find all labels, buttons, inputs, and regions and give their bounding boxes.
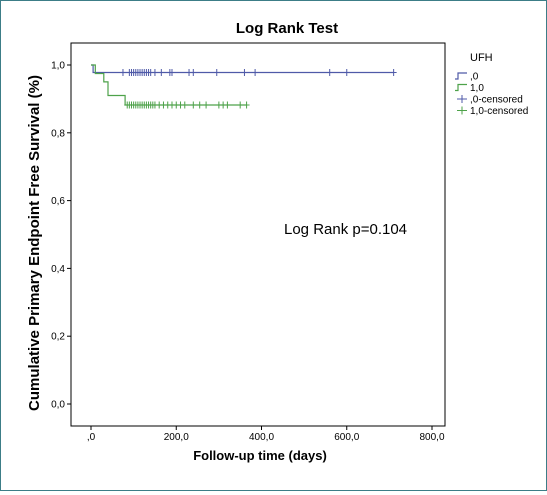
censor-mark — [390, 68, 397, 76]
plot-area — [70, 42, 446, 427]
y-tick-label: 1,0 — [51, 61, 65, 72]
survival-curve-series-1 — [91, 64, 247, 106]
y-tick-label: 0,8 — [51, 128, 65, 139]
y-tick-label: 0,2 — [51, 332, 65, 343]
x-tick-label: 600,0 — [334, 432, 359, 443]
legend-item-label: ,0 — [470, 72, 479, 83]
censor-mark — [237, 101, 244, 109]
censor-mark — [151, 68, 158, 76]
legend-line-swatch — [455, 72, 467, 80]
censor-mark — [119, 68, 126, 76]
y-tick-label: 0,6 — [51, 196, 65, 207]
censor-mark — [252, 68, 259, 76]
x-tick-label: 800,0 — [419, 432, 444, 443]
chart-title: Log Rank Test — [236, 20, 338, 37]
y-tick-label: 0,4 — [51, 264, 65, 275]
censor-mark — [190, 68, 197, 76]
legend-line-swatch — [455, 83, 467, 92]
censor-mark — [203, 101, 210, 109]
censor-mark — [158, 68, 165, 76]
censor-mark — [241, 68, 248, 76]
censor-mark — [196, 101, 203, 109]
x-axis-label: Follow-up time (days) — [193, 448, 327, 463]
legend-censor-swatch — [457, 106, 467, 115]
censor-mark — [168, 68, 175, 76]
x-tick-label: 200,0 — [164, 432, 189, 443]
y-tick-label: 0,0 — [51, 400, 65, 411]
plot-layer — [91, 64, 397, 109]
censor-mark — [224, 101, 231, 109]
legend-censor-swatch — [457, 95, 467, 103]
x-tick-label: ,0 — [87, 432, 96, 443]
legend-item-label: 1,0-censored — [470, 106, 528, 117]
legend-title: UFH — [470, 52, 493, 64]
log-rank-annotation: Log Rank p=0.104 — [284, 221, 407, 238]
censor-mark — [190, 101, 197, 109]
legend-item-label: ,0-censored — [470, 95, 523, 106]
y-axis: 0,0 0,2 0,4 0,6 0,8 1,0 — [51, 61, 71, 411]
censor-mark — [213, 68, 220, 76]
survival-curve-series-0 — [91, 64, 394, 74]
censor-mark — [326, 68, 333, 76]
censor-mark — [243, 101, 250, 109]
x-axis: ,0 200,0 400,0 600,0 800,0 — [87, 426, 445, 443]
legend-item-label: 1,0 — [470, 83, 484, 94]
x-tick-label: 400,0 — [249, 432, 274, 443]
censor-mark — [343, 68, 350, 76]
y-axis-label: Cumulative Primary Endpoint Free Surviva… — [26, 75, 43, 411]
censor-mark — [181, 101, 188, 109]
